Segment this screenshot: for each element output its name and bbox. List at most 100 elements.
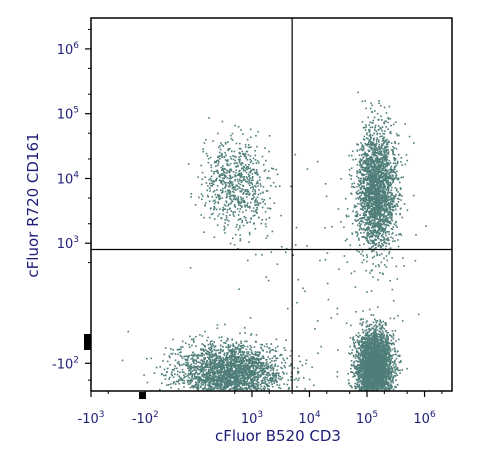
event-dot <box>381 338 383 341</box>
event-dot <box>247 191 250 193</box>
event-dot <box>209 388 211 390</box>
event-dot <box>203 357 205 359</box>
event-dot <box>218 197 220 199</box>
event-dot <box>232 370 234 373</box>
event-dot <box>221 197 224 199</box>
event-dot <box>257 354 260 356</box>
event-dot <box>255 198 257 200</box>
event-dot <box>375 382 378 385</box>
event-dot <box>383 377 385 379</box>
event-dot <box>220 344 222 347</box>
event-dot <box>364 329 366 332</box>
event-dot <box>229 195 232 198</box>
event-dot <box>261 155 264 158</box>
event-dot <box>221 190 224 192</box>
event-dot <box>357 355 359 357</box>
event-dot <box>400 360 402 362</box>
event-dot <box>225 377 228 379</box>
event-dot <box>257 185 259 187</box>
event-dot <box>253 383 255 385</box>
event-dot <box>237 369 239 372</box>
event-dot <box>226 368 229 371</box>
event-dot <box>249 177 251 179</box>
event-dot <box>229 242 232 245</box>
event-dot <box>250 169 252 172</box>
event-dot <box>313 384 315 387</box>
event-dot <box>251 356 253 358</box>
event-dot <box>231 372 234 375</box>
event-dot <box>392 361 394 363</box>
event-dot <box>218 378 220 380</box>
event-dot <box>233 349 236 351</box>
event-dot <box>220 363 223 365</box>
event-dot <box>271 357 274 360</box>
event-dot <box>229 349 232 351</box>
event-dot <box>260 185 262 187</box>
event-dot <box>235 358 238 361</box>
event-dot <box>252 194 254 197</box>
event-dot <box>244 332 246 334</box>
event-dot <box>234 179 236 182</box>
event-dot <box>242 211 244 213</box>
event-dot <box>213 364 216 366</box>
event-dot <box>210 377 213 379</box>
event-dot <box>209 359 211 362</box>
event-dot <box>225 378 228 380</box>
event-dot <box>241 362 243 364</box>
event-dot <box>241 377 243 379</box>
event-dot <box>210 175 213 178</box>
event-dot <box>233 215 235 217</box>
event-dot <box>219 356 221 359</box>
event-dot <box>226 381 229 383</box>
event-dot <box>234 186 236 188</box>
event-dot <box>262 362 264 364</box>
event-dot <box>246 181 249 183</box>
event-dot <box>191 357 194 359</box>
event-dot <box>352 338 354 341</box>
event-dot <box>241 167 243 169</box>
event-dot <box>216 376 219 379</box>
event-dot <box>237 345 239 348</box>
event-dot <box>263 367 265 370</box>
event-dot <box>399 369 401 372</box>
event-dot <box>240 164 243 166</box>
event-dot <box>266 351 268 353</box>
event-dot <box>390 359 392 362</box>
event-dot <box>239 158 241 161</box>
event-dot <box>187 361 189 364</box>
event-dot <box>245 386 247 389</box>
event-dot <box>214 386 216 389</box>
event-dot <box>248 179 250 182</box>
event-dot <box>356 364 359 366</box>
event-dot <box>234 206 237 209</box>
event-dot <box>387 331 389 334</box>
event-dot <box>219 378 221 380</box>
event-dot <box>260 385 263 388</box>
event-dot <box>371 370 373 372</box>
event-dot <box>263 371 265 373</box>
event-dot <box>311 366 313 369</box>
event-dot <box>359 322 361 325</box>
event-dot <box>202 383 204 386</box>
event-dot <box>194 359 196 361</box>
event-dot <box>233 353 236 356</box>
event-dot <box>196 387 198 390</box>
event-dot <box>181 364 183 366</box>
event-dot <box>256 383 259 386</box>
event-dot <box>277 374 280 377</box>
event-dot <box>359 361 362 364</box>
event-dot <box>371 327 373 329</box>
event-dot <box>243 351 245 353</box>
event-dot <box>387 345 390 348</box>
event-dot <box>249 372 251 374</box>
event-dot <box>223 342 225 344</box>
event-dot <box>204 382 206 385</box>
event-dot <box>236 369 238 371</box>
event-dot <box>382 341 385 344</box>
event-dot <box>293 367 296 369</box>
event-dot <box>219 383 222 385</box>
event-dot <box>247 371 249 374</box>
event-dot <box>257 378 259 381</box>
event-dot <box>221 379 224 382</box>
event-dot <box>223 382 226 385</box>
